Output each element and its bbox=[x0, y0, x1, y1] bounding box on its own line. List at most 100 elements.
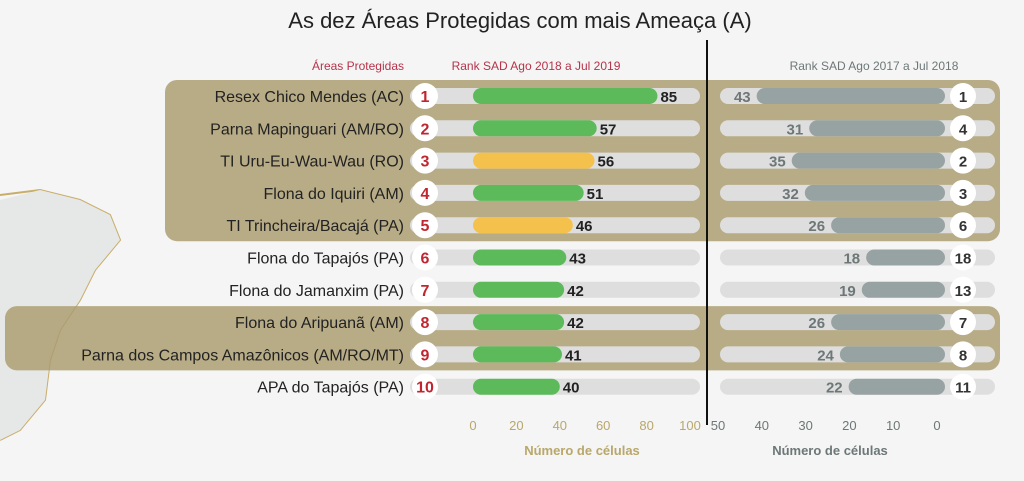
current-rank: 10 bbox=[416, 380, 434, 397]
table-row: Parna dos Campos Amazônicos (AM/RO/MT) 41… bbox=[81, 341, 995, 368]
previous-value: 31 bbox=[787, 121, 804, 138]
rank-badge bbox=[412, 244, 438, 271]
rank-badge bbox=[412, 309, 438, 336]
rank-badge bbox=[950, 309, 976, 336]
current-bar bbox=[473, 346, 562, 363]
rank-badge bbox=[412, 276, 438, 303]
rank-badge bbox=[412, 147, 438, 174]
current-value: 40 bbox=[563, 380, 580, 397]
rank-badge bbox=[950, 115, 976, 142]
area-name: Flona do Iquiri (AM) bbox=[264, 186, 405, 203]
current-value: 85 bbox=[660, 89, 677, 106]
rank-badge bbox=[412, 179, 438, 206]
previous-rank: 13 bbox=[955, 283, 972, 300]
previous-value: 43 bbox=[734, 89, 751, 106]
table-row: TI Uru-Eu-Wau-Wau (RO) 56 3 35 2 bbox=[220, 147, 995, 174]
current-rank: 3 bbox=[421, 154, 430, 171]
previous-rank: 1 bbox=[959, 89, 967, 106]
previous-bar bbox=[848, 378, 945, 395]
right-tick-label: 10 bbox=[886, 418, 900, 433]
left-tick-label: 20 bbox=[509, 418, 523, 433]
previous-value: 22 bbox=[826, 380, 843, 397]
current-bar bbox=[473, 378, 560, 395]
table-row: Parna Mapinguari (AM/RO) 57 2 31 4 bbox=[210, 115, 995, 142]
current-value: 51 bbox=[587, 186, 604, 203]
area-name: Flona do Tapajós (PA) bbox=[247, 251, 404, 268]
previous-value: 24 bbox=[817, 347, 834, 364]
current-rank: 4 bbox=[421, 186, 430, 203]
table-row: Resex Chico Mendes (AC) 85 1 43 1 bbox=[215, 83, 995, 109]
current-rank: 5 bbox=[421, 218, 430, 235]
current-rank: 8 bbox=[421, 315, 430, 332]
previous-value: 26 bbox=[808, 218, 825, 235]
previous-rank: 11 bbox=[955, 380, 971, 397]
current-value: 41 bbox=[565, 347, 582, 364]
area-name: Flona do Aripuanã (AM) bbox=[235, 315, 404, 332]
previous-value: 19 bbox=[839, 283, 856, 300]
previous-bar bbox=[861, 281, 945, 298]
right-tick-label: 20 bbox=[842, 418, 856, 433]
previous-bar bbox=[809, 120, 945, 137]
rank-badge bbox=[950, 341, 976, 368]
current-rank: 6 bbox=[421, 251, 430, 268]
rank-badge bbox=[950, 373, 976, 400]
left-tick-label: 0 bbox=[469, 418, 476, 433]
table-row: Flona do Aripuanã (AM) 42 8 26 7 bbox=[235, 309, 995, 336]
previous-rank: 6 bbox=[959, 218, 967, 235]
header-previous: Rank SAD Ago 2017 a Jul 2018 bbox=[790, 59, 959, 73]
current-value: 43 bbox=[569, 251, 586, 268]
current-rank: 1 bbox=[421, 89, 430, 106]
area-name: TI Trincheira/Bacajá (PA) bbox=[226, 218, 404, 235]
current-rank: 9 bbox=[421, 347, 430, 364]
previous-value: 26 bbox=[808, 315, 825, 332]
current-bar bbox=[473, 184, 584, 201]
current-value: 57 bbox=[600, 121, 617, 138]
left-tick-label: 80 bbox=[639, 418, 653, 433]
rank-badge bbox=[950, 276, 976, 303]
previous-rank: 7 bbox=[959, 315, 967, 332]
current-value: 42 bbox=[567, 283, 584, 300]
previous-bar bbox=[804, 184, 945, 201]
previous-rank: 18 bbox=[955, 251, 972, 268]
right-tick-label: 30 bbox=[798, 418, 812, 433]
rank-badge bbox=[412, 115, 438, 142]
right-axis-label: Número de células bbox=[772, 443, 888, 458]
previous-bar bbox=[866, 249, 945, 266]
current-rank: 2 bbox=[421, 121, 430, 138]
current-value: 46 bbox=[576, 218, 593, 235]
left-axis-label: Número de células bbox=[524, 443, 640, 458]
rank-badge bbox=[412, 212, 438, 239]
previous-value: 35 bbox=[769, 154, 786, 171]
right-tick-label: 40 bbox=[755, 418, 769, 433]
previous-bar bbox=[791, 152, 945, 169]
rank-badge bbox=[412, 373, 438, 400]
left-tick-label: 60 bbox=[596, 418, 610, 433]
previous-rank: 3 bbox=[959, 186, 967, 203]
area-name: Resex Chico Mendes (AC) bbox=[215, 89, 404, 106]
current-bar bbox=[473, 152, 595, 169]
rank-badge bbox=[950, 179, 976, 206]
current-bar bbox=[473, 120, 597, 137]
rank-badge bbox=[950, 244, 976, 271]
left-tick-label: 40 bbox=[553, 418, 567, 433]
previous-rank: 4 bbox=[959, 121, 968, 138]
current-bar bbox=[473, 314, 565, 331]
rank-badge bbox=[950, 147, 976, 174]
left-tick-label: 100 bbox=[679, 418, 701, 433]
header-areas: Áreas Protegidas bbox=[312, 58, 404, 73]
current-bar bbox=[473, 217, 573, 234]
area-name: APA do Tapajós (PA) bbox=[257, 380, 404, 397]
previous-bar bbox=[831, 314, 945, 331]
area-name: Parna dos Campos Amazônicos (AM/RO/MT) bbox=[81, 347, 404, 364]
table-row: Flona do Tapajós (PA) 43 6 18 18 bbox=[247, 244, 995, 271]
previous-bar bbox=[839, 346, 945, 363]
table-row: APA do Tapajós (PA) 40 10 22 11 bbox=[257, 373, 995, 400]
header-current: Rank SAD Ago 2018 a Jul 2019 bbox=[452, 59, 621, 73]
table-row: Flona do Iquiri (AM) 51 4 32 3 bbox=[264, 179, 995, 206]
previous-rank: 2 bbox=[959, 154, 967, 171]
table-row: Flona do Jamanxim (PA) 42 7 19 13 bbox=[229, 276, 995, 303]
previous-value: 32 bbox=[782, 186, 799, 203]
table-row: TI Trincheira/Bacajá (PA) 46 5 26 6 bbox=[226, 212, 995, 239]
right-tick-label: 0 bbox=[933, 418, 940, 433]
